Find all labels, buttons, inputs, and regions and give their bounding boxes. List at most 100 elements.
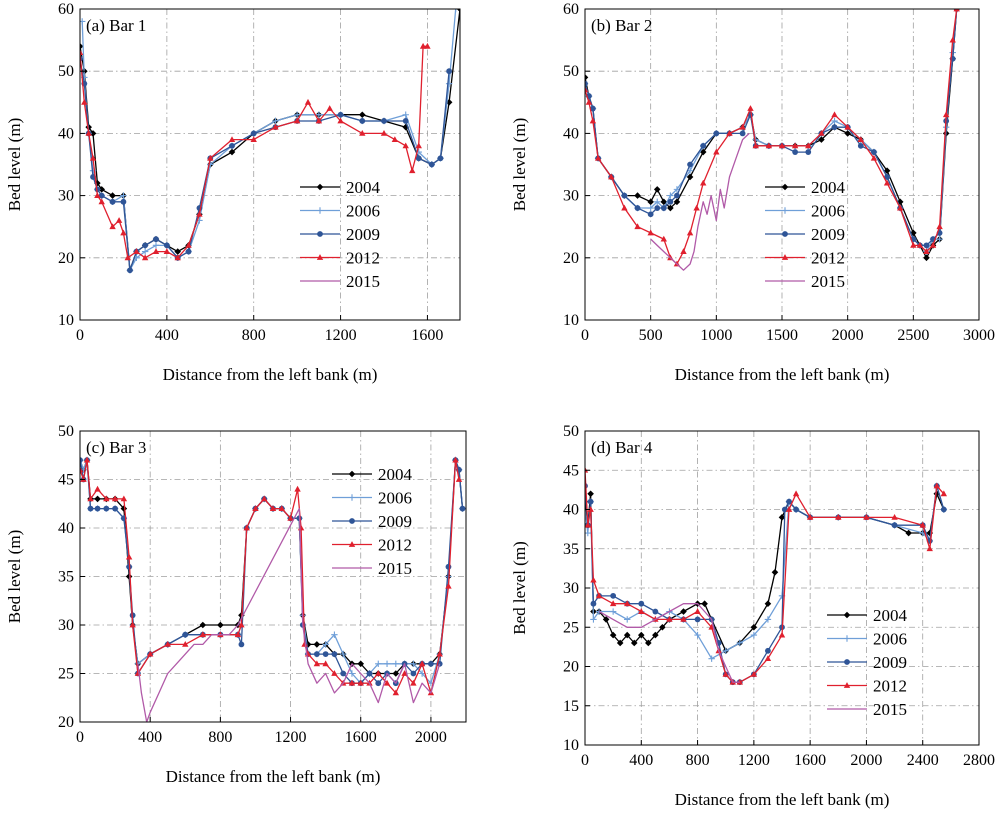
y-tick-label: 15: [563, 698, 579, 715]
marker-diamond: [781, 183, 789, 191]
marker-circle: [127, 267, 133, 274]
marker-circle: [437, 155, 444, 162]
marker-triangle: [402, 142, 409, 149]
marker-circle: [238, 641, 245, 648]
marker-circle: [660, 205, 667, 211]
marker-triangle: [936, 223, 943, 230]
marker-triangle: [926, 545, 933, 552]
marker-triangle: [80, 49, 84, 55]
marker-circle: [654, 205, 661, 211]
marker-triangle: [929, 241, 937, 248]
marker-triangle: [424, 42, 431, 49]
marker-plus: [418, 670, 426, 677]
y-tick-label: 40: [58, 520, 74, 537]
marker-triangle: [806, 513, 814, 520]
marker-circle: [375, 680, 382, 687]
marker-diamond: [673, 198, 681, 206]
x-tick-label: 1200: [325, 327, 357, 344]
marker-circle: [322, 651, 329, 657]
panel-label: (d) Bar 4: [591, 438, 653, 457]
marker-plus: [647, 204, 654, 212]
marker-plus: [293, 111, 301, 118]
plot-area: [585, 9, 979, 320]
marker-circle: [805, 149, 812, 155]
marker-triangle: [781, 254, 789, 260]
marker-circle: [415, 155, 422, 162]
marker-circle: [317, 231, 323, 237]
marker-circle: [647, 211, 654, 218]
legend-item-2015: 2015: [332, 559, 412, 578]
marker-plus: [722, 647, 729, 654]
marker-circle: [185, 248, 192, 255]
marker-triangle: [609, 600, 617, 607]
marker-triangle: [594, 154, 602, 161]
marker-triangle: [375, 670, 382, 676]
marker-circle: [459, 505, 466, 512]
y-tick-label: 25: [563, 619, 579, 636]
marker-circle: [445, 563, 452, 570]
marker-circle: [94, 505, 101, 512]
marker-diamond: [609, 631, 617, 639]
y-tick-label: 30: [563, 580, 579, 597]
y-tick-label: 35: [563, 541, 579, 558]
marker-diamond: [905, 529, 912, 537]
plot-area: [80, 9, 460, 320]
marker-triangle: [897, 204, 904, 211]
marker-circle: [120, 198, 127, 205]
y-axis-title: Bed level (m): [5, 118, 24, 211]
marker-circle: [153, 236, 159, 243]
marker-diamond: [98, 186, 106, 193]
x-tick-label: 500: [639, 327, 663, 344]
marker-circle: [589, 105, 596, 112]
marker-triangle: [933, 482, 940, 489]
marker-diamond: [199, 621, 207, 629]
legend-label: 2006: [811, 202, 845, 221]
x-tick-label: 1200: [275, 729, 307, 746]
marker-triangle: [747, 105, 754, 111]
y-tick-label: 50: [563, 423, 579, 440]
marker-circle: [638, 600, 645, 607]
marker-triangle: [287, 514, 294, 521]
marker-triangle: [785, 506, 793, 512]
marker-triangle: [660, 235, 667, 242]
marker-circle: [98, 192, 105, 199]
marker-triangle: [452, 456, 459, 463]
y-tick-label: 60: [563, 1, 579, 18]
marker-plus: [624, 616, 631, 623]
series-group: [80, 9, 460, 274]
marker-triangle: [778, 631, 786, 638]
series-group: [585, 466, 948, 686]
marker-circle: [163, 242, 170, 249]
y-tick-label: 50: [58, 63, 74, 80]
marker-circle: [585, 80, 588, 87]
marker-plus: [764, 616, 772, 623]
legend-item-2009: 2009: [300, 225, 380, 244]
marker-triangle: [891, 513, 898, 520]
marker-triangle: [98, 198, 105, 205]
y-tick-label: 35: [58, 569, 74, 586]
marker-triangle: [124, 254, 131, 261]
legend-label: 2015: [811, 272, 845, 291]
legend-item-2012: 2012: [765, 249, 845, 268]
marker-triangle: [805, 142, 812, 149]
legend-label: 2006: [346, 202, 380, 221]
legend-item-2006: 2006: [332, 489, 412, 508]
marker-triangle: [315, 117, 323, 124]
x-tick-label: 0: [581, 327, 589, 344]
marker-triangle: [269, 505, 277, 511]
legend-label: 2012: [811, 249, 845, 268]
marker-triangle: [621, 204, 628, 211]
marker-circle: [793, 506, 799, 513]
marker-plus: [383, 660, 391, 667]
legend-label: 2015: [873, 700, 907, 719]
x-tick-label: 1500: [766, 327, 798, 344]
legend-label: 2009: [811, 225, 845, 244]
marker-triangle: [595, 592, 603, 599]
x-tick-label: 2000: [850, 752, 882, 769]
marker-diamond: [109, 192, 116, 199]
legend-label: 2004: [378, 465, 413, 484]
marker-circle: [428, 660, 434, 667]
marker-diamond: [392, 670, 400, 677]
marker-circle: [831, 124, 838, 131]
